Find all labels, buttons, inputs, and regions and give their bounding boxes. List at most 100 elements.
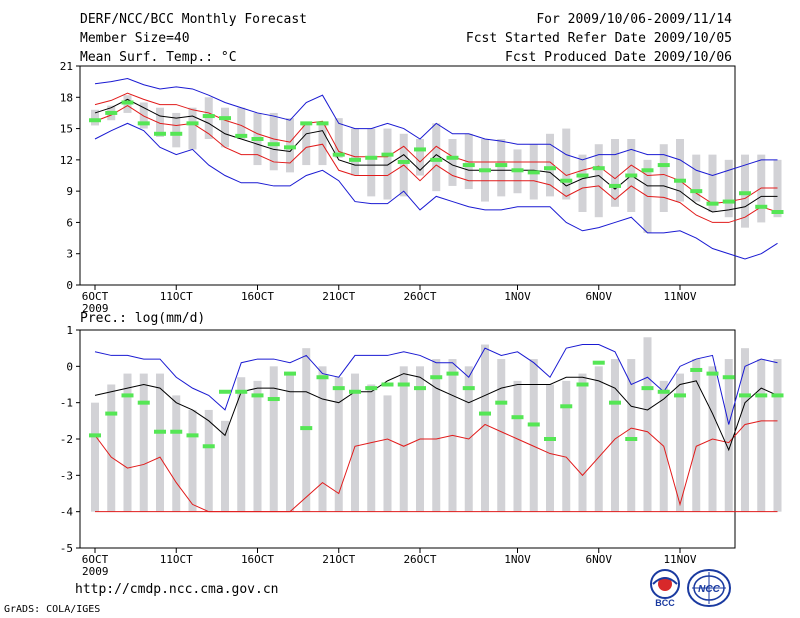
precipitation-box	[139, 373, 148, 512]
temperature-box	[741, 154, 749, 228]
precipitation-median-mark	[414, 386, 426, 391]
precipitation-box	[188, 409, 197, 512]
temperature-xtick-label: 6OCT	[82, 290, 109, 303]
temperature-median-mark	[414, 147, 426, 152]
temperature-box	[562, 128, 571, 200]
temperature-box	[334, 118, 343, 158]
precipitation-box	[351, 373, 359, 512]
precipitation-box	[757, 359, 766, 512]
precipitation-median-mark	[755, 393, 768, 398]
ncc-logo-text: NCC	[698, 584, 720, 595]
temperature-median-mark	[495, 163, 508, 168]
precipitation-median-mark	[462, 386, 475, 391]
precipitation-xtick-label: 11NOV	[663, 553, 696, 566]
produced-date: Fcst Produced Date 2009/10/06	[505, 50, 732, 65]
precipitation-median-mark	[657, 389, 670, 394]
temperature-ytick-label: 6	[66, 216, 73, 229]
temperature-box	[204, 97, 213, 139]
temperature-median-mark	[381, 152, 394, 157]
precipitation-median-mark	[137, 400, 150, 405]
precipitation-xtick-label: 26OCT	[403, 553, 436, 566]
precipitation-median-mark	[332, 386, 345, 391]
temperature-median-mark	[755, 204, 768, 209]
temperature-median-mark	[300, 121, 313, 126]
temperature-max-line	[94, 77, 778, 177]
temperature-median-mark	[235, 133, 248, 138]
precipitation-median-mark	[479, 411, 491, 416]
temperature-box	[432, 123, 441, 192]
temperature-ytick-label: 15	[60, 123, 73, 136]
temperature-box	[676, 139, 684, 202]
precipitation-median-mark	[381, 382, 394, 387]
temperature-median-mark	[576, 173, 589, 178]
grads-credit: GrADS: COLA/IGES	[4, 604, 101, 615]
precipitation-box	[172, 395, 181, 512]
temperature-median-mark	[479, 168, 491, 173]
temperature-box	[611, 139, 619, 207]
temperature-box	[724, 159, 733, 218]
precipitation-median-mark	[739, 393, 751, 398]
temperature-median-mark	[446, 155, 459, 160]
precipitation-ytick-label: -2	[60, 433, 73, 446]
precipitation-year-label: 2009	[82, 565, 109, 578]
member-size: Member Size=40	[80, 31, 190, 46]
precip-label: Prec.: log(mm/d)	[80, 311, 206, 326]
temperature-xtick-label: 21OCT	[322, 290, 355, 303]
precipitation-median-mark	[690, 367, 703, 372]
variable-label: Mean Surf. Temp.: °C	[80, 50, 237, 65]
precipitation-box	[318, 366, 327, 512]
source-url[interactable]: http://cmdp.ncc.cma.gov.cn	[75, 582, 279, 597]
precipitation-box	[546, 384, 554, 512]
precipitation-box	[578, 373, 587, 512]
temperature-year-label: 2009	[82, 302, 109, 315]
temperature-box	[546, 133, 554, 197]
temperature-box	[416, 139, 424, 176]
temperature-xtick-label: 6NOV	[586, 290, 613, 303]
temperature-box	[578, 154, 587, 212]
precipitation-box	[253, 380, 262, 512]
temperature-median-mark	[251, 137, 264, 141]
temperature-xtick-label: 16OCT	[241, 290, 274, 303]
temperature-median-mark	[674, 178, 686, 183]
precipitation-box	[741, 348, 749, 512]
precipitation-median-mark	[89, 433, 101, 438]
precipitation-median-mark	[592, 360, 605, 365]
precipitation-box	[513, 380, 522, 512]
precipitation-median-mark	[674, 393, 686, 398]
precipitation-median-mark	[219, 389, 231, 394]
temperature-min-line	[94, 122, 778, 260]
temperature-median-mark	[170, 131, 183, 136]
precipitation-median-mark	[625, 437, 638, 441]
precipitation-median-mark	[446, 371, 459, 376]
temperature-median-mark	[137, 121, 150, 126]
bcc-logo: BCC	[650, 569, 680, 608]
temperature-box	[286, 118, 294, 173]
forecast-period: For 2009/10/06-2009/11/14	[536, 12, 732, 27]
precipitation-median-mark	[235, 389, 248, 394]
precipitation-box	[432, 359, 441, 512]
precipitation-median-mark	[495, 400, 508, 405]
temperature-median-mark	[706, 201, 719, 206]
temperature-box	[497, 139, 506, 197]
temperature-box	[91, 109, 99, 126]
precipitation-mean-line	[94, 373, 778, 452]
temperature-median-mark	[332, 152, 345, 157]
temperature-lower-line	[94, 105, 778, 223]
precipitation-xtick-label: 21OCT	[322, 553, 355, 566]
precipitation-box	[611, 359, 619, 512]
precipitation-box	[724, 359, 733, 512]
temperature-box	[594, 144, 603, 218]
precipitation-median-mark	[641, 386, 654, 391]
temperature-xtick-label: 11OCT	[160, 290, 193, 303]
temperature-box	[188, 107, 197, 150]
temperature-median-mark	[462, 163, 475, 168]
temperature-median-mark	[641, 168, 654, 173]
precipitation-box	[367, 384, 376, 512]
chart-title: DERF/NCC/BCC Monthly Forecast	[80, 12, 307, 27]
precipitation-median-mark	[202, 444, 215, 449]
precipitation-box	[529, 359, 538, 512]
precipitation-box	[334, 377, 343, 512]
precipitation-ytick-label: -5	[60, 542, 73, 555]
precipitation-box	[399, 366, 408, 512]
